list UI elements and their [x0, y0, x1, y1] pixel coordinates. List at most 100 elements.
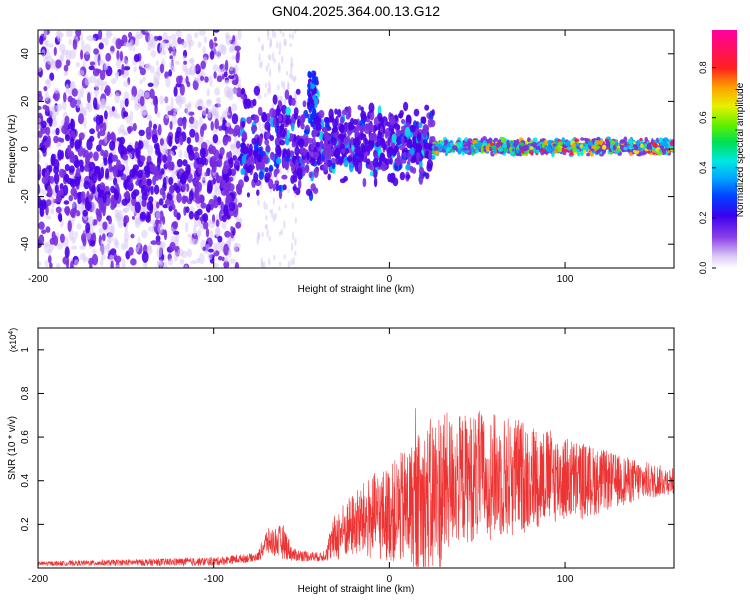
- spectrogram-cell: [109, 140, 116, 151]
- spectrogram-cell: [114, 255, 122, 263]
- spectrogram-cell: [228, 157, 234, 169]
- spectrogram-cell: [43, 30, 48, 39]
- spectrogram-cell: [627, 138, 633, 145]
- spectrogram-cell: [201, 171, 206, 182]
- spectrogram-cell: [288, 33, 292, 39]
- spectrogram-cell: [425, 149, 430, 159]
- spectrogram-cell: [574, 148, 580, 152]
- spectrogram-cell: [188, 116, 195, 125]
- spectrogram-cell: [283, 38, 286, 47]
- spectrogram-cell: [176, 158, 183, 168]
- spectrogram-cell: [582, 142, 587, 147]
- spectrogram-cell: [256, 160, 262, 170]
- spectrogram-cell: [129, 168, 136, 179]
- spectrogram-cell: [295, 88, 301, 95]
- spectrogram-cell: [279, 167, 282, 175]
- spectrogram-cell: [224, 59, 229, 72]
- spectrogram-cell: [301, 166, 306, 177]
- spectrogram-cell: [463, 143, 468, 148]
- spectrogram-cell: [145, 63, 152, 70]
- spectrogram-cell: [379, 137, 386, 146]
- spectrogram-cell: [64, 246, 70, 259]
- spectrogram-cell: [595, 140, 601, 145]
- spectrogram-cell: [348, 124, 355, 130]
- spectrogram-cell: [144, 30, 152, 33]
- spectrogram-cell: [123, 230, 129, 242]
- spectrogram-cell: [77, 197, 82, 205]
- spectrogram-cell: [40, 188, 47, 195]
- spectrogram-cell: [68, 195, 74, 202]
- spectrogram-cell: [282, 81, 286, 91]
- spectrogram-cell: [71, 245, 78, 250]
- spectrogram-cell: [202, 46, 206, 55]
- spectrogram-cell: [117, 163, 124, 171]
- spectrogram-cell: [639, 137, 643, 141]
- spectrogram-cell: [135, 31, 143, 38]
- spectrogram-cell: [359, 124, 365, 133]
- spectrogram-cell: [171, 115, 178, 126]
- spectrogram-cell: [264, 172, 271, 183]
- spectrogram-cell: [366, 122, 373, 131]
- spectrogram-cell: [97, 220, 103, 227]
- spectrogram-cell: [112, 164, 119, 172]
- spectrogram-cell: [331, 137, 337, 146]
- spectrogram-cell: [38, 66, 42, 73]
- snr-line-series: [38, 408, 674, 567]
- spectrogram-cell: [374, 125, 378, 132]
- spectrogram-cell: [258, 171, 264, 180]
- spectrogram-cell: [661, 149, 666, 156]
- spectrogram-cell: [108, 174, 114, 181]
- spectrogram-cell: [399, 112, 403, 119]
- snr-y-ticks: 0.2 0.4 0.6 0.8 1: [20, 347, 674, 531]
- spectrogram-cell: [38, 260, 41, 268]
- spectrogram-cell: [70, 211, 76, 218]
- spectrogram-cell: [146, 114, 152, 121]
- spectrogram-cell: [264, 121, 271, 131]
- spectrogram-cell: [124, 98, 129, 107]
- spectrogram-cell: [123, 215, 130, 224]
- spectrogram-cell: [527, 137, 531, 143]
- spectrogram-cell: [48, 116, 53, 127]
- spectrogram-cell: [41, 229, 47, 234]
- spectrogram-cell: [591, 145, 596, 149]
- x-tick-label: 0: [387, 274, 393, 285]
- spectrogram-cell: [294, 30, 297, 34]
- spectrogram-y-label: Frequency (Hz): [7, 115, 18, 184]
- spectrogram-cell: [56, 242, 63, 250]
- spectrogram-cell: [276, 41, 279, 49]
- spectrogram-cell: [98, 42, 104, 50]
- spectrogram-cell: [221, 221, 227, 230]
- spectrogram-cell: [139, 96, 145, 107]
- spectrogram-cell: [482, 143, 486, 146]
- spectrogram-cell: [173, 208, 178, 218]
- spectrogram-cell: [75, 61, 80, 68]
- spectrogram-cell: [277, 94, 280, 101]
- spectrogram-cell: [565, 140, 571, 147]
- spectrogram-cell: [74, 231, 78, 239]
- spectrogram-cell: [46, 55, 53, 65]
- spectrogram-cell: [74, 259, 79, 266]
- spectrogram-cell: [97, 171, 102, 182]
- spectrogram-cell: [131, 85, 138, 98]
- spectrogram-cell: [354, 127, 360, 138]
- spectrogram-cell: [173, 230, 180, 235]
- spectrogram-cell: [89, 264, 93, 268]
- spectrogram-cell: [360, 110, 367, 120]
- spectrogram-cell: [246, 157, 251, 168]
- spectrogram-cell: [343, 175, 348, 182]
- spectrogram-cell: [80, 86, 85, 98]
- spectrogram-cell: [40, 201, 47, 210]
- spectrogram-cell: [269, 209, 272, 214]
- spectrogram-cell: [221, 256, 225, 262]
- spectrogram-cell: [192, 224, 197, 236]
- spectrogram-cell: [179, 135, 184, 146]
- spectrogram-cell: [64, 164, 70, 172]
- spectrogram-cell: [636, 139, 640, 146]
- spectrogram-cell: [81, 39, 85, 52]
- spectrogram-cell: [526, 149, 530, 154]
- spectrogram-cell: [458, 143, 463, 149]
- spectrogram-cell: [278, 184, 282, 192]
- spectrogram-cell: [150, 240, 158, 246]
- spectrogram-cell: [189, 128, 196, 138]
- spectrogram-cell: [561, 137, 566, 144]
